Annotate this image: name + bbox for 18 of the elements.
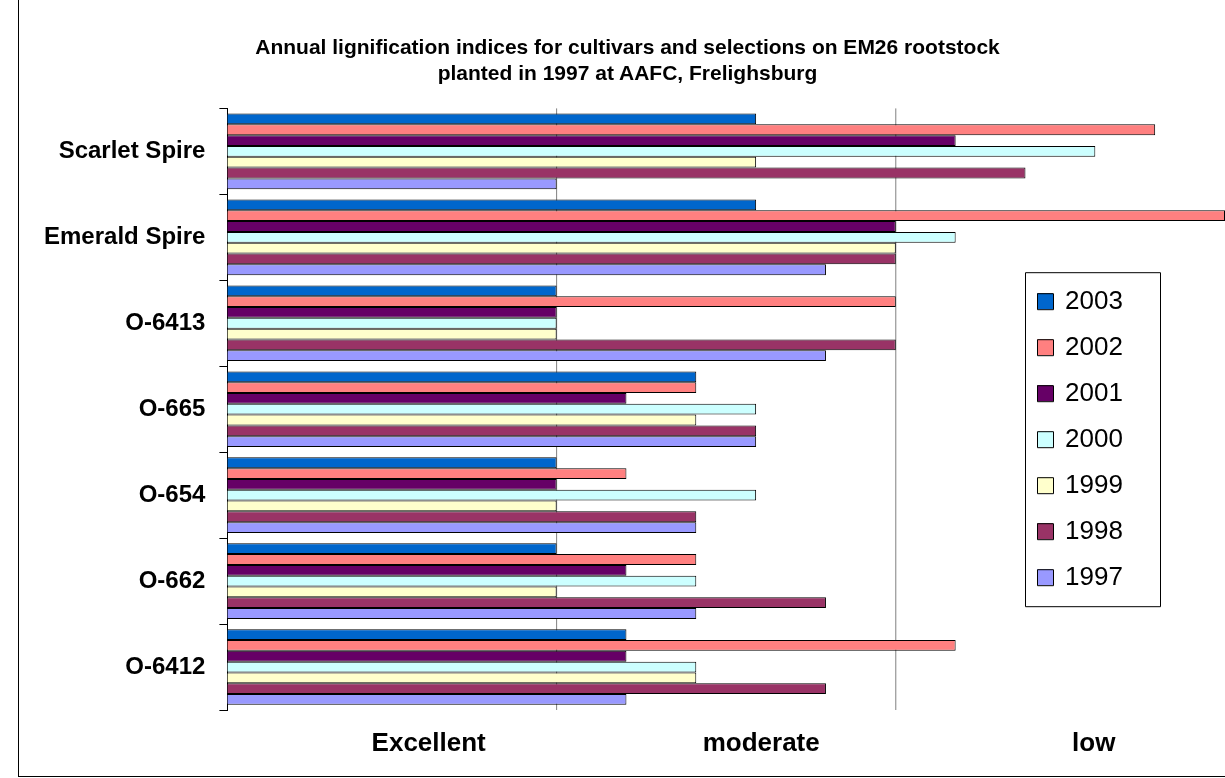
y-tick-label: O-665 — [138, 393, 206, 421]
y-tick-label: Scarlet Spire — [58, 136, 206, 163]
y-tick-label: O-6413 — [125, 307, 206, 335]
text: moderate — [702, 727, 820, 758]
text: low — [1072, 727, 1117, 758]
y-tick-label: O-654 — [138, 479, 207, 507]
legend-label: 1998 — [1065, 515, 1123, 546]
legend-label: 2001 — [1065, 377, 1123, 408]
legend-label: 1999 — [1065, 469, 1123, 500]
y-tick-label: O-662 — [138, 565, 206, 593]
chart-title: Annual lignification indices for cultivars and selections on EM26 rootstock planted in 1997 at AAFC, Frelighsburg — [255, 35, 1001, 84]
legend-label: 1997 — [1065, 561, 1123, 592]
text: Excellent — [371, 727, 487, 758]
legend-label: 2002 — [1065, 331, 1123, 362]
legend-label: 2000 — [1065, 423, 1123, 454]
y-tick-label: O-6412 — [125, 651, 206, 679]
legend-label: 2003 — [1065, 285, 1123, 316]
y-tick-label: Emerald Spire — [44, 221, 206, 249]
